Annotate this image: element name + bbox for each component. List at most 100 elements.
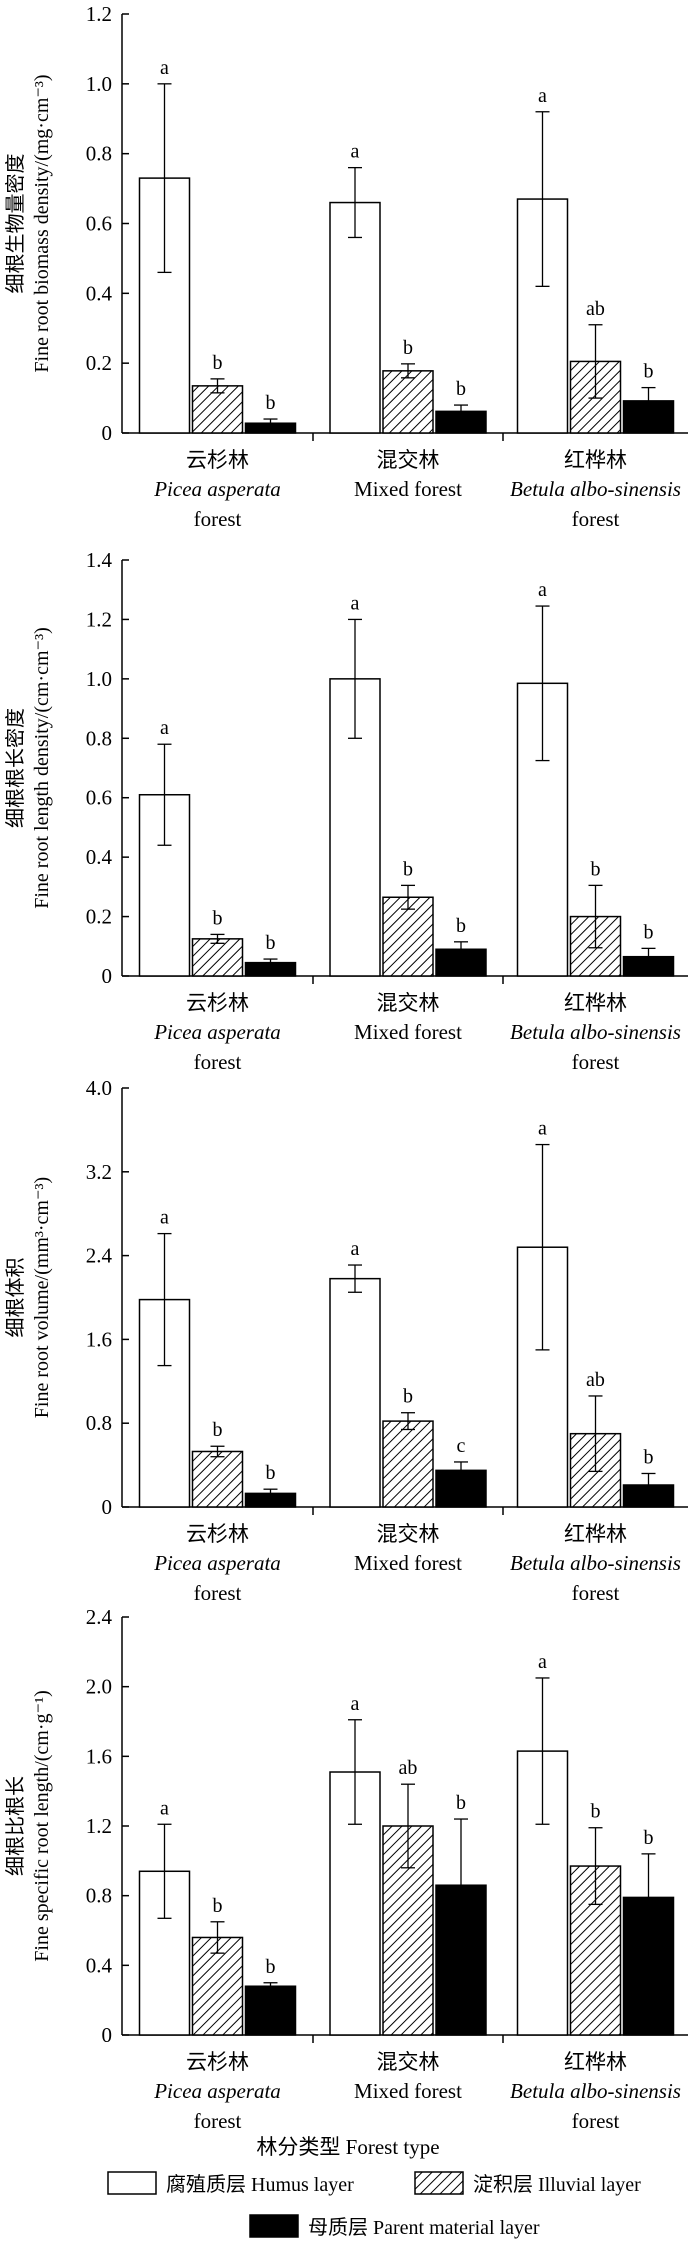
category-label-en-forest: forest [194,1581,242,1605]
significance-letter: a [351,141,360,163]
y-axis-label-zh: 细根生物量密度 [4,154,27,294]
y-tick-label: 0.2 [86,905,112,929]
y-tick-label: 3.2 [86,1160,112,1184]
significance-letter: b [644,1827,654,1849]
y-tick-label: 0.8 [86,1411,112,1435]
chart-panel-4: 0 0.4 0.8 1.2 1.6 2.0 2.4 细根比根长 Fine specific ro… [4,1605,688,2133]
significance-letter: a [538,1651,547,1673]
y-tick-label: 1.4 [86,548,113,572]
bar-humus [329,1277,381,1508]
significance-letter: a [351,1693,360,1715]
category-label-en: Betula albo-sinensis [510,1551,681,1575]
significance-letter: b [403,337,413,359]
category-label-zh: 红桦林 [564,1522,627,1546]
category-label-en-forest: forest [194,1050,242,1074]
bar-illuvial [382,370,434,434]
y-tick-label: 0.6 [86,786,112,810]
significance-letter: a [160,57,169,79]
significance-letter: b [266,1462,276,1484]
significance-letter: b [456,1792,466,1814]
category-label-en: Mixed forest [354,1551,462,1575]
category-label-en: Betula albo-sinensis [510,2079,681,2103]
significance-letter: ab [586,1369,605,1391]
y-axis-label-en: Fine specific root length/(cm·g⁻¹) [31,1690,53,1961]
category-label-en: Picea asperata [153,1551,281,1575]
y-tick-label: 0.6 [86,212,112,236]
y-tick-label: 0.8 [86,726,112,750]
y-tick-label: 0 [102,1495,113,1519]
y-axis-label-en: Fine root length density/(cm·cm⁻³) [31,627,53,909]
significance-letter: b [403,858,413,880]
y-tick-label: 2.0 [86,1675,112,1699]
y-tick-label: 2.4 [86,1244,113,1268]
category-label-zh: 红桦林 [564,448,627,472]
significance-letter: b [644,361,654,383]
y-axis-label-zh: 细根比根长 [4,1776,27,1876]
y-axis-label-zh: 细根体积 [4,1258,27,1338]
significance-letter: a [160,717,169,739]
significance-letter: b [403,1386,413,1408]
chart-panels: 0 0.2 0.4 0.6 0.8 1.0 1.2 细根生物量密度 Fine root biom… [4,2,688,2133]
significance-letter: c [457,1435,466,1457]
y-tick-label: 1.2 [86,607,112,631]
y-tick-label: 1.6 [86,1327,112,1351]
significance-letter: ab [399,1757,418,1779]
legend-swatch-parent [249,2214,299,2238]
category-label-zh: 云杉林 [186,448,249,472]
category-label-zh: 混交林 [377,448,440,472]
category-label-en-forest: forest [572,1581,620,1605]
category-label-zh: 云杉林 [186,991,249,1015]
legend-label-illuvial: 淀积层 Illuvial layer [473,2173,641,2196]
category-label-en: Mixed forest [354,2079,462,2103]
category-label-en: Betula albo-sinensis [510,1020,681,1044]
category-label-en-forest: forest [194,2109,242,2133]
category-label-zh: 混交林 [377,991,440,1015]
category-label-en: Picea asperata [153,1020,281,1044]
significance-letter: b [644,1446,654,1468]
y-tick-label: 1.2 [86,2,112,26]
category-label-zh: 混交林 [377,1522,440,1546]
y-tick-label: 2.4 [86,1605,113,1629]
y-axis-label-zh: 细根根长密度 [4,708,27,828]
significance-letter: a [538,1118,547,1140]
significance-letter: a [351,1238,360,1260]
y-tick-label: 4.0 [86,1076,112,1100]
bar-illuvial [191,938,244,977]
significance-letter: a [351,592,360,614]
category-label-zh: 混交林 [377,2050,440,2074]
category-label-en-forest: forest [572,1050,620,1074]
significance-letter: a [538,579,547,601]
significance-letter: b [591,858,601,880]
y-tick-label: 1.0 [86,72,112,96]
significance-letter: a [160,1207,169,1229]
y-tick-label: 0.4 [86,1953,113,1977]
y-tick-label: 1.6 [86,1744,112,1768]
significance-letter: b [456,915,466,937]
category-label-zh: 云杉林 [186,2050,249,2074]
y-axis-label-en: Fine root biomass density/(mg·cm⁻³) [31,74,53,372]
y-tick-label: 0.4 [86,845,113,869]
significance-letter: b [266,932,276,954]
y-tick-label: 1.0 [86,667,112,691]
y-tick-label: 0 [102,2023,113,2047]
y-tick-label: 0.8 [86,1884,112,1908]
category-label-en-forest: forest [572,507,620,531]
forest-type-axis-label: 林分类型 Forest type [256,2135,439,2159]
significance-letter: b [213,1419,223,1441]
y-tick-label: 0.4 [86,281,113,305]
legend-label-parent: 母质层 Parent material layer [308,2216,540,2239]
bar-parent [244,1985,297,2036]
significance-letter: b [266,1956,276,1978]
significance-letter: b [213,907,223,929]
category-label-en: Picea asperata [153,477,281,501]
significance-letter: b [213,352,223,374]
significance-letter: b [266,392,276,414]
bar-illuvial [382,896,434,977]
category-label-en: Betula albo-sinensis [510,477,681,501]
chart-panel-2: 0 0.2 0.4 0.6 0.8 1.0 1.2 1.4 细根根长密度 Fine root le… [4,548,688,1074]
category-label-en: Picea asperata [153,2079,281,2103]
chart-panel-3: 0 0.8 1.6 2.4 3.2 4.0 细根体积 Fine root volume/(mm… [4,1076,688,1605]
category-label-en: Mixed forest [354,477,462,501]
significance-letter: b [644,921,654,943]
